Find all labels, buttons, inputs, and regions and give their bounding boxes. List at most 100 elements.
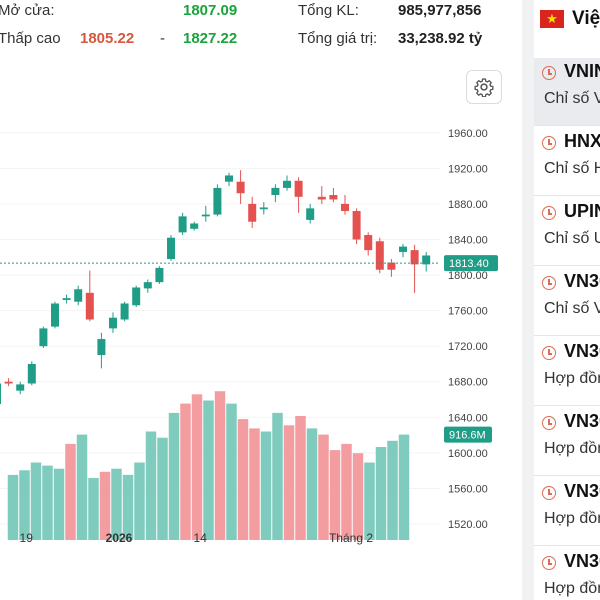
volume-bar (145, 431, 157, 540)
range-label: Thấp cao (0, 30, 61, 47)
clock-icon (542, 206, 556, 220)
index-list-item[interactable]: UPINDEX Chỉ số UPINDEX (534, 198, 600, 266)
last-volume-label: 916.6M (449, 430, 486, 442)
candle-body (167, 237, 175, 260)
price-tick-label: 1800.00 (448, 270, 488, 282)
index-list-item[interactable]: VN30F2Q Hợp đồng tương lai (534, 548, 600, 600)
candle-body (109, 317, 117, 329)
index-list-item[interactable]: VN30F1M Hợp đồng tương lai (534, 338, 600, 406)
vietnam-flag-icon: ★ (540, 10, 564, 28)
volume-bar (42, 465, 53, 540)
volume-bar (134, 462, 145, 540)
candle-body (375, 241, 384, 270)
volume-bar (88, 478, 99, 540)
price-tick-label: 1680.00 (448, 377, 488, 389)
volume-bar (180, 403, 191, 540)
index-code: VNINDEX (564, 61, 600, 81)
candle-body (51, 303, 59, 327)
clock-icon (542, 276, 556, 290)
price-tick-label: 1520.00 (448, 519, 488, 531)
candle-body (190, 223, 199, 229)
volume-bar (364, 462, 375, 540)
clock-icon (542, 556, 556, 570)
index-name: Hợp đồng tương lai (544, 580, 600, 597)
index-code: VN30F1Q (564, 481, 600, 501)
index-list-item[interactable]: VNINDEX Chỉ số VNINDEX (534, 58, 600, 126)
last-volume-tag (444, 426, 492, 443)
candle-body (271, 187, 280, 196)
price-tick-label: 1640.00 (448, 412, 488, 424)
index-name: Chỉ số UPINDEX (544, 230, 600, 247)
volume-bar (30, 462, 42, 540)
candle-body (155, 267, 164, 283)
candle-body (62, 298, 71, 300)
price-tick-label: 1840.00 (448, 234, 488, 246)
price-tick-label: 1920.00 (448, 163, 488, 175)
time-axis-label: 14 (194, 531, 208, 545)
index-code: VN30 (564, 271, 600, 291)
volume-bar (260, 431, 272, 540)
volume-bar (283, 425, 295, 540)
volume-bar (387, 440, 398, 540)
index-code: VN30F2M (564, 411, 600, 431)
open-value: 1807.09 (183, 2, 238, 19)
index-list-item[interactable]: VN30 Chỉ số VN30 (534, 268, 600, 336)
price-tick-label: 1880.00 (448, 199, 488, 211)
index-name: Hợp đồng tương lai (544, 370, 600, 387)
open-label: Mở cửa: (0, 2, 55, 19)
volume-bar (122, 474, 134, 540)
candle-body (4, 381, 13, 384)
low-value: 1805.22 (80, 30, 135, 47)
volume-bar (306, 428, 318, 540)
candle-body (85, 292, 94, 320)
volume-bar (341, 443, 352, 540)
volume-label: Tổng KL: (298, 2, 359, 19)
index-list-item[interactable]: HNX Chỉ số HNX (534, 128, 600, 196)
panel-divider[interactable] (522, 0, 534, 600)
index-code: UPINDEX (564, 201, 600, 221)
volume-bar (352, 453, 364, 540)
candle-body (306, 208, 315, 220)
gear-icon (474, 78, 494, 97)
candle-body (0, 383, 1, 404)
volume-bar (7, 474, 19, 540)
candle-body (387, 262, 396, 270)
volume-bar (272, 412, 283, 540)
index-list-item[interactable]: VN30F1Q Hợp đồng tương lai (534, 478, 600, 546)
index-list-item[interactable]: VN30F2M Hợp đồng tương lai (534, 408, 600, 476)
candle-body (259, 207, 268, 210)
clock-icon (542, 416, 556, 430)
volume-bar (398, 434, 410, 540)
candle-body (248, 203, 257, 222)
volume-bar (157, 437, 168, 540)
value-value: 33,238.92 tỷ (398, 30, 483, 47)
time-axis-label: Tháng 2 (329, 531, 373, 545)
time-axis-label: 2026 (106, 531, 133, 545)
volume-bar (295, 416, 306, 540)
candle-body (143, 282, 152, 289)
price-chart[interactable]: 1960.00 1920.00 1880.00 1840.00 1800.00 1760.… (0, 60, 522, 600)
candle-body (178, 216, 187, 233)
candle-body (16, 384, 25, 391)
candle-body (201, 214, 210, 217)
index-name: Chỉ số VNINDEX (544, 90, 600, 107)
range-separator: - (160, 30, 165, 47)
volume-bar (249, 428, 260, 540)
candle-body (132, 287, 141, 306)
volume-bar (318, 434, 329, 540)
candle-body (213, 187, 222, 215)
price-tick-label: 1960.00 (448, 128, 488, 140)
candle-body (329, 195, 338, 200)
volume-bar (226, 403, 237, 540)
candle-body (27, 363, 36, 384)
volume-bar (19, 470, 30, 540)
chart-settings-button[interactable] (466, 70, 502, 104)
index-name: Hợp đồng tương lai (544, 440, 600, 457)
volume-bar (76, 434, 88, 540)
price-tick-label: 1560.00 (448, 483, 488, 495)
price-tick-label: 1760.00 (448, 306, 488, 318)
index-name: Chỉ số HNX (544, 160, 600, 177)
index-name: Hợp đồng tương lai (544, 510, 600, 527)
index-code: VN30F2Q (564, 551, 600, 571)
